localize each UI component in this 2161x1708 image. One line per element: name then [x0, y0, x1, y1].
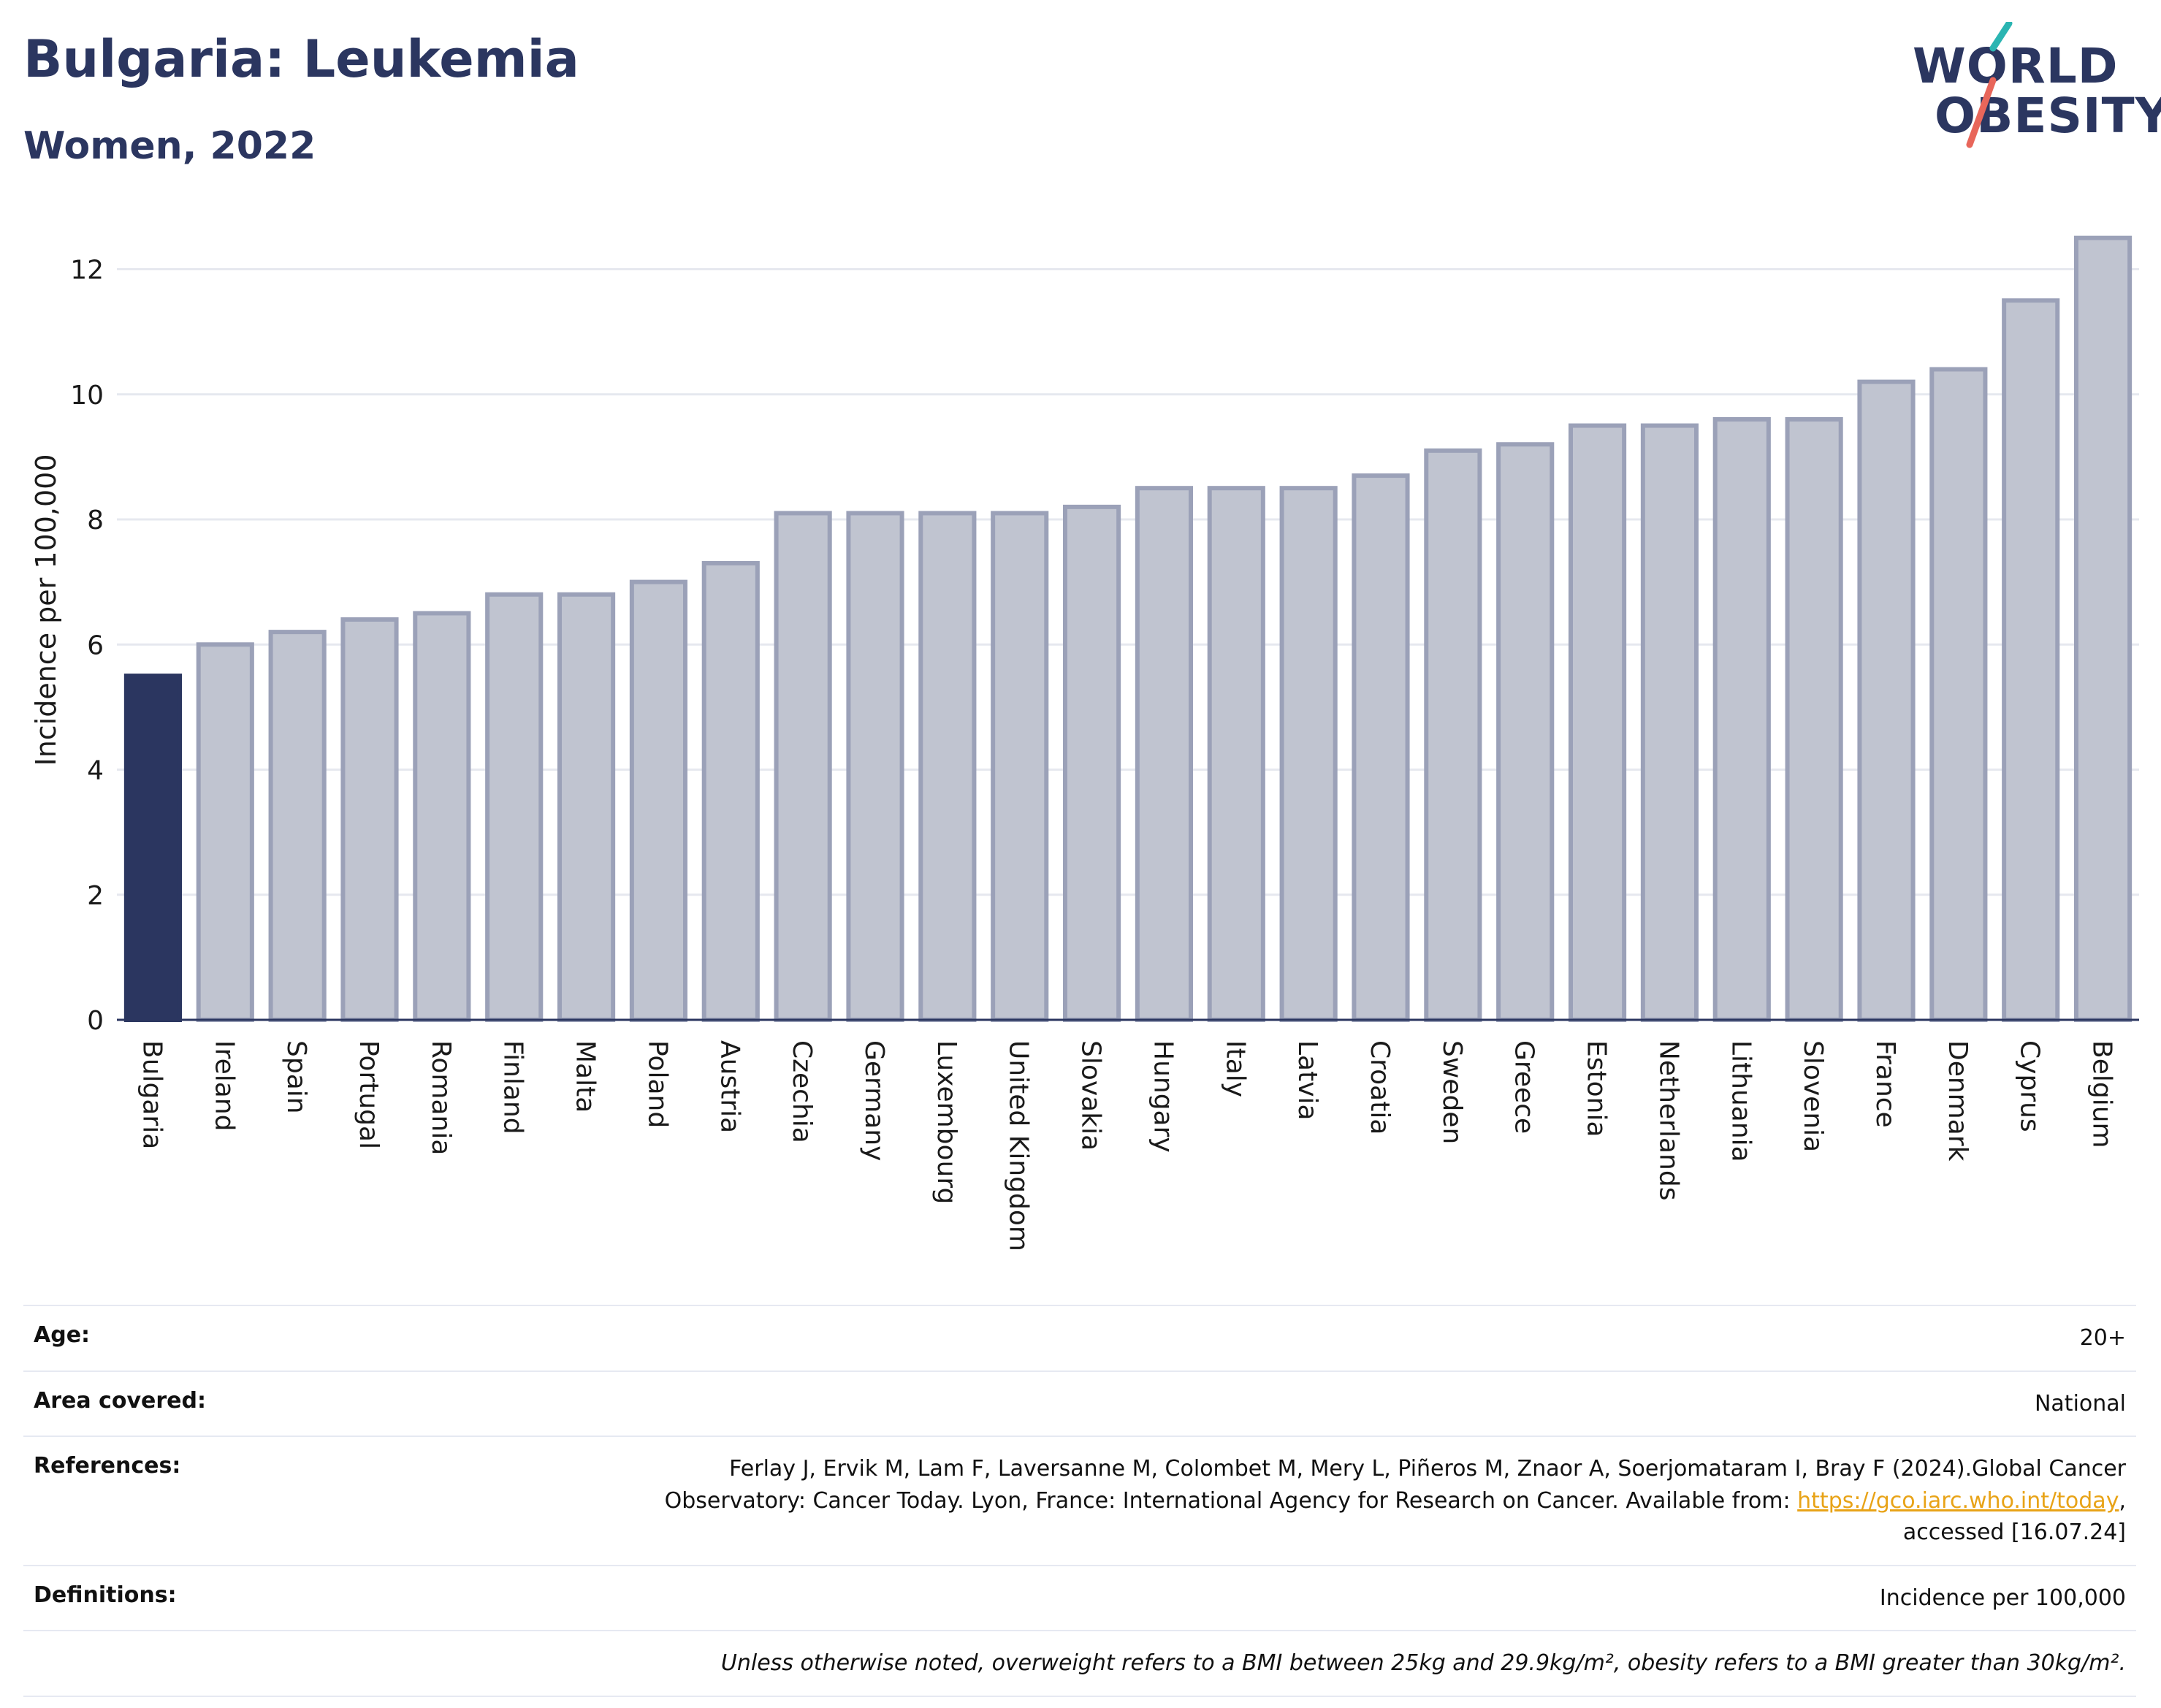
bar-finland: [485, 592, 544, 1022]
y-tick-label: 12: [70, 256, 104, 286]
age-label: Age:: [34, 1322, 91, 1348]
definitions-value: Incidence per 100,000: [1879, 1585, 2126, 1611]
page-subtitle: Women, 2022: [23, 124, 316, 168]
x-tick-label: Luxembourg: [931, 1040, 961, 1204]
x-tick-label: Poland: [642, 1040, 672, 1128]
x-tick-label: Romania: [426, 1040, 456, 1155]
meta-row-definitions: Definitions: Incidence per 100,000: [23, 1564, 2136, 1631]
bar-cyprus: [2002, 298, 2060, 1022]
y-tick-label: 6: [87, 630, 104, 660]
references-line-2: Observatory: Cancer Today. Lyon, France:…: [664, 1487, 1798, 1514]
x-tick-label: Estonia: [1582, 1040, 1612, 1137]
x-tick-label: Slovenia: [1798, 1040, 1828, 1152]
meta-row-area: Area covered: National: [23, 1370, 2136, 1436]
bar-poland: [629, 579, 688, 1022]
x-tick-label: Sweden: [1437, 1040, 1467, 1144]
meta-row-references: References: Ferlay J, Ervik M, Lam F, La…: [23, 1436, 2136, 1565]
references-label: References:: [34, 1453, 181, 1479]
bar-denmark: [1929, 367, 1988, 1022]
bar-greece: [1496, 442, 1555, 1022]
bar-germany: [846, 511, 904, 1022]
references-line-2-suffix: ,: [2119, 1487, 2126, 1514]
bar-italy: [1207, 486, 1265, 1022]
x-tick-label: France: [1870, 1040, 1900, 1128]
x-tick-label: Czechia: [787, 1040, 817, 1143]
y-tick-label: 8: [87, 506, 104, 535]
x-tick-label: Netherlands: [1653, 1040, 1683, 1200]
x-tick-label: Germany: [859, 1040, 889, 1161]
references-line-3: accessed [16.07.24]: [1902, 1520, 2126, 1545]
bar-france: [1857, 379, 1916, 1022]
axes: 0 2 4 6 8 10 12 Bulgaria Ireland Spain Portugal Rom…: [70, 256, 2139, 1251]
x-tick-label: Lithuania: [1726, 1040, 1756, 1162]
references-link[interactable]: https://gco.iarc.who.int/today: [1797, 1487, 2119, 1514]
x-tick-label: Finland: [498, 1040, 528, 1135]
bars: [123, 235, 2133, 1022]
bar-czechia: [774, 511, 832, 1022]
bar-lithuania: [1712, 417, 1771, 1022]
meta-row-age: Age: 20+: [23, 1305, 2136, 1370]
y-tick-label: 10: [70, 381, 104, 411]
area-value: National: [2034, 1390, 2126, 1417]
bar-croatia: [1352, 473, 1410, 1022]
bar-slovenia: [1785, 417, 1843, 1022]
meta-row-note: Unless otherwise noted, overweight refer…: [23, 1630, 2136, 1697]
bar-austria: [701, 560, 760, 1022]
x-tick-label: United Kingdom: [1004, 1040, 1034, 1251]
x-tick-label: Croatia: [1365, 1040, 1395, 1135]
x-tick-label: Malta: [571, 1040, 601, 1113]
bar-sweden: [1424, 448, 1482, 1022]
x-tick-label: Cyprus: [2015, 1040, 2045, 1132]
bar-luxembourg: [918, 511, 977, 1022]
bar-belgium: [2073, 235, 2133, 1022]
x-tick-label: Latvia: [1292, 1040, 1322, 1121]
area-label: Area covered:: [34, 1387, 206, 1414]
y-tick-label: 2: [87, 881, 104, 911]
age-value: 20+: [2079, 1325, 2126, 1351]
bar-spain: [268, 630, 327, 1022]
bar-portugal: [340, 617, 399, 1022]
x-tick-label: Portugal: [354, 1040, 384, 1149]
bar-netherlands: [1640, 423, 1699, 1022]
x-tick-label: Hungary: [1148, 1040, 1178, 1153]
definitions-label: Definitions:: [34, 1582, 177, 1608]
bar-romania: [413, 611, 471, 1022]
x-tick-label: Slovakia: [1076, 1040, 1106, 1151]
references-line-1: Ferlay J, Ervik M, Lam F, Laversanne M, …: [729, 1456, 2126, 1482]
x-tick-label: Denmark: [1943, 1040, 1973, 1162]
bar-latvia: [1279, 486, 1338, 1022]
bar-estonia: [1568, 423, 1627, 1022]
bar-malta: [557, 592, 616, 1022]
y-tick-label: 0: [87, 1006, 104, 1036]
references-value: Ferlay J, Ervik M, Lam F, Laversanne M, …: [665, 1453, 2126, 1549]
bar-chart: 0 2 4 6 8 10 12 Bulgaria Ireland Spain Portugal Rom…: [30, 235, 2139, 1251]
bmi-note: Unless otherwise noted, overweight refer…: [720, 1650, 2126, 1676]
bar-slovakia: [1062, 504, 1121, 1022]
x-tick-label: Austria: [714, 1040, 744, 1133]
x-tick-label: Ireland: [209, 1040, 239, 1132]
x-tick-label: Belgium: [2087, 1040, 2117, 1148]
bar-united-kingdom: [991, 511, 1049, 1022]
logo-slash-icon: [1966, 22, 2013, 148]
x-tick-label: Bulgaria: [137, 1040, 167, 1149]
world-obesity-logo: WORLD OBESITY: [1899, 22, 2161, 153]
bar-ireland: [196, 642, 254, 1022]
x-tick-label: Spain: [281, 1040, 311, 1114]
y-tick-label: 4: [87, 756, 104, 786]
x-tick-label: Greece: [1509, 1040, 1539, 1134]
bar-hungary: [1135, 486, 1194, 1022]
logo-line-1: WORLD: [1913, 38, 2119, 94]
bar-bulgaria: [123, 674, 183, 1022]
x-tick-label: Italy: [1220, 1040, 1250, 1097]
metadata-table: Age: 20+ Area covered: National Referenc…: [23, 1305, 2136, 1697]
page-title: Bulgaria: Leukemia: [23, 29, 579, 89]
y-axis-label: Incidence per 100,000: [30, 454, 62, 766]
